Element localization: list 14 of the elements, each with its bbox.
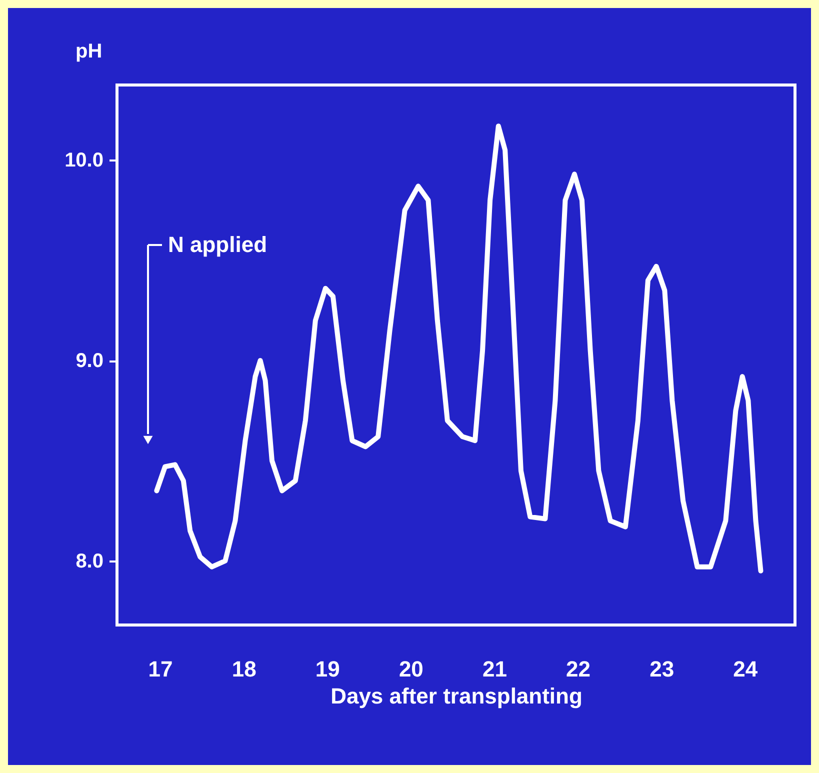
y-tick-label: 9.0 [76, 350, 104, 372]
y-tick-label: 10.0 [64, 150, 104, 172]
x-tick-label: 20 [398, 656, 424, 682]
x-tick-label: 23 [650, 656, 674, 682]
x-tick-label: 19 [315, 656, 340, 682]
y-axis-title: pH [76, 40, 102, 62]
x-tick-label: 17 [148, 656, 173, 682]
x-tick-label: 22 [566, 656, 591, 682]
y-tick-label: 8.0 [76, 550, 104, 572]
x-tick-label: 18 [232, 656, 256, 682]
x-tick-label: 24 [733, 656, 758, 682]
x-tick-label: 21 [482, 656, 507, 682]
annotation: N applied [168, 232, 268, 257]
x-axis-title: Days after transplanting [330, 684, 582, 708]
